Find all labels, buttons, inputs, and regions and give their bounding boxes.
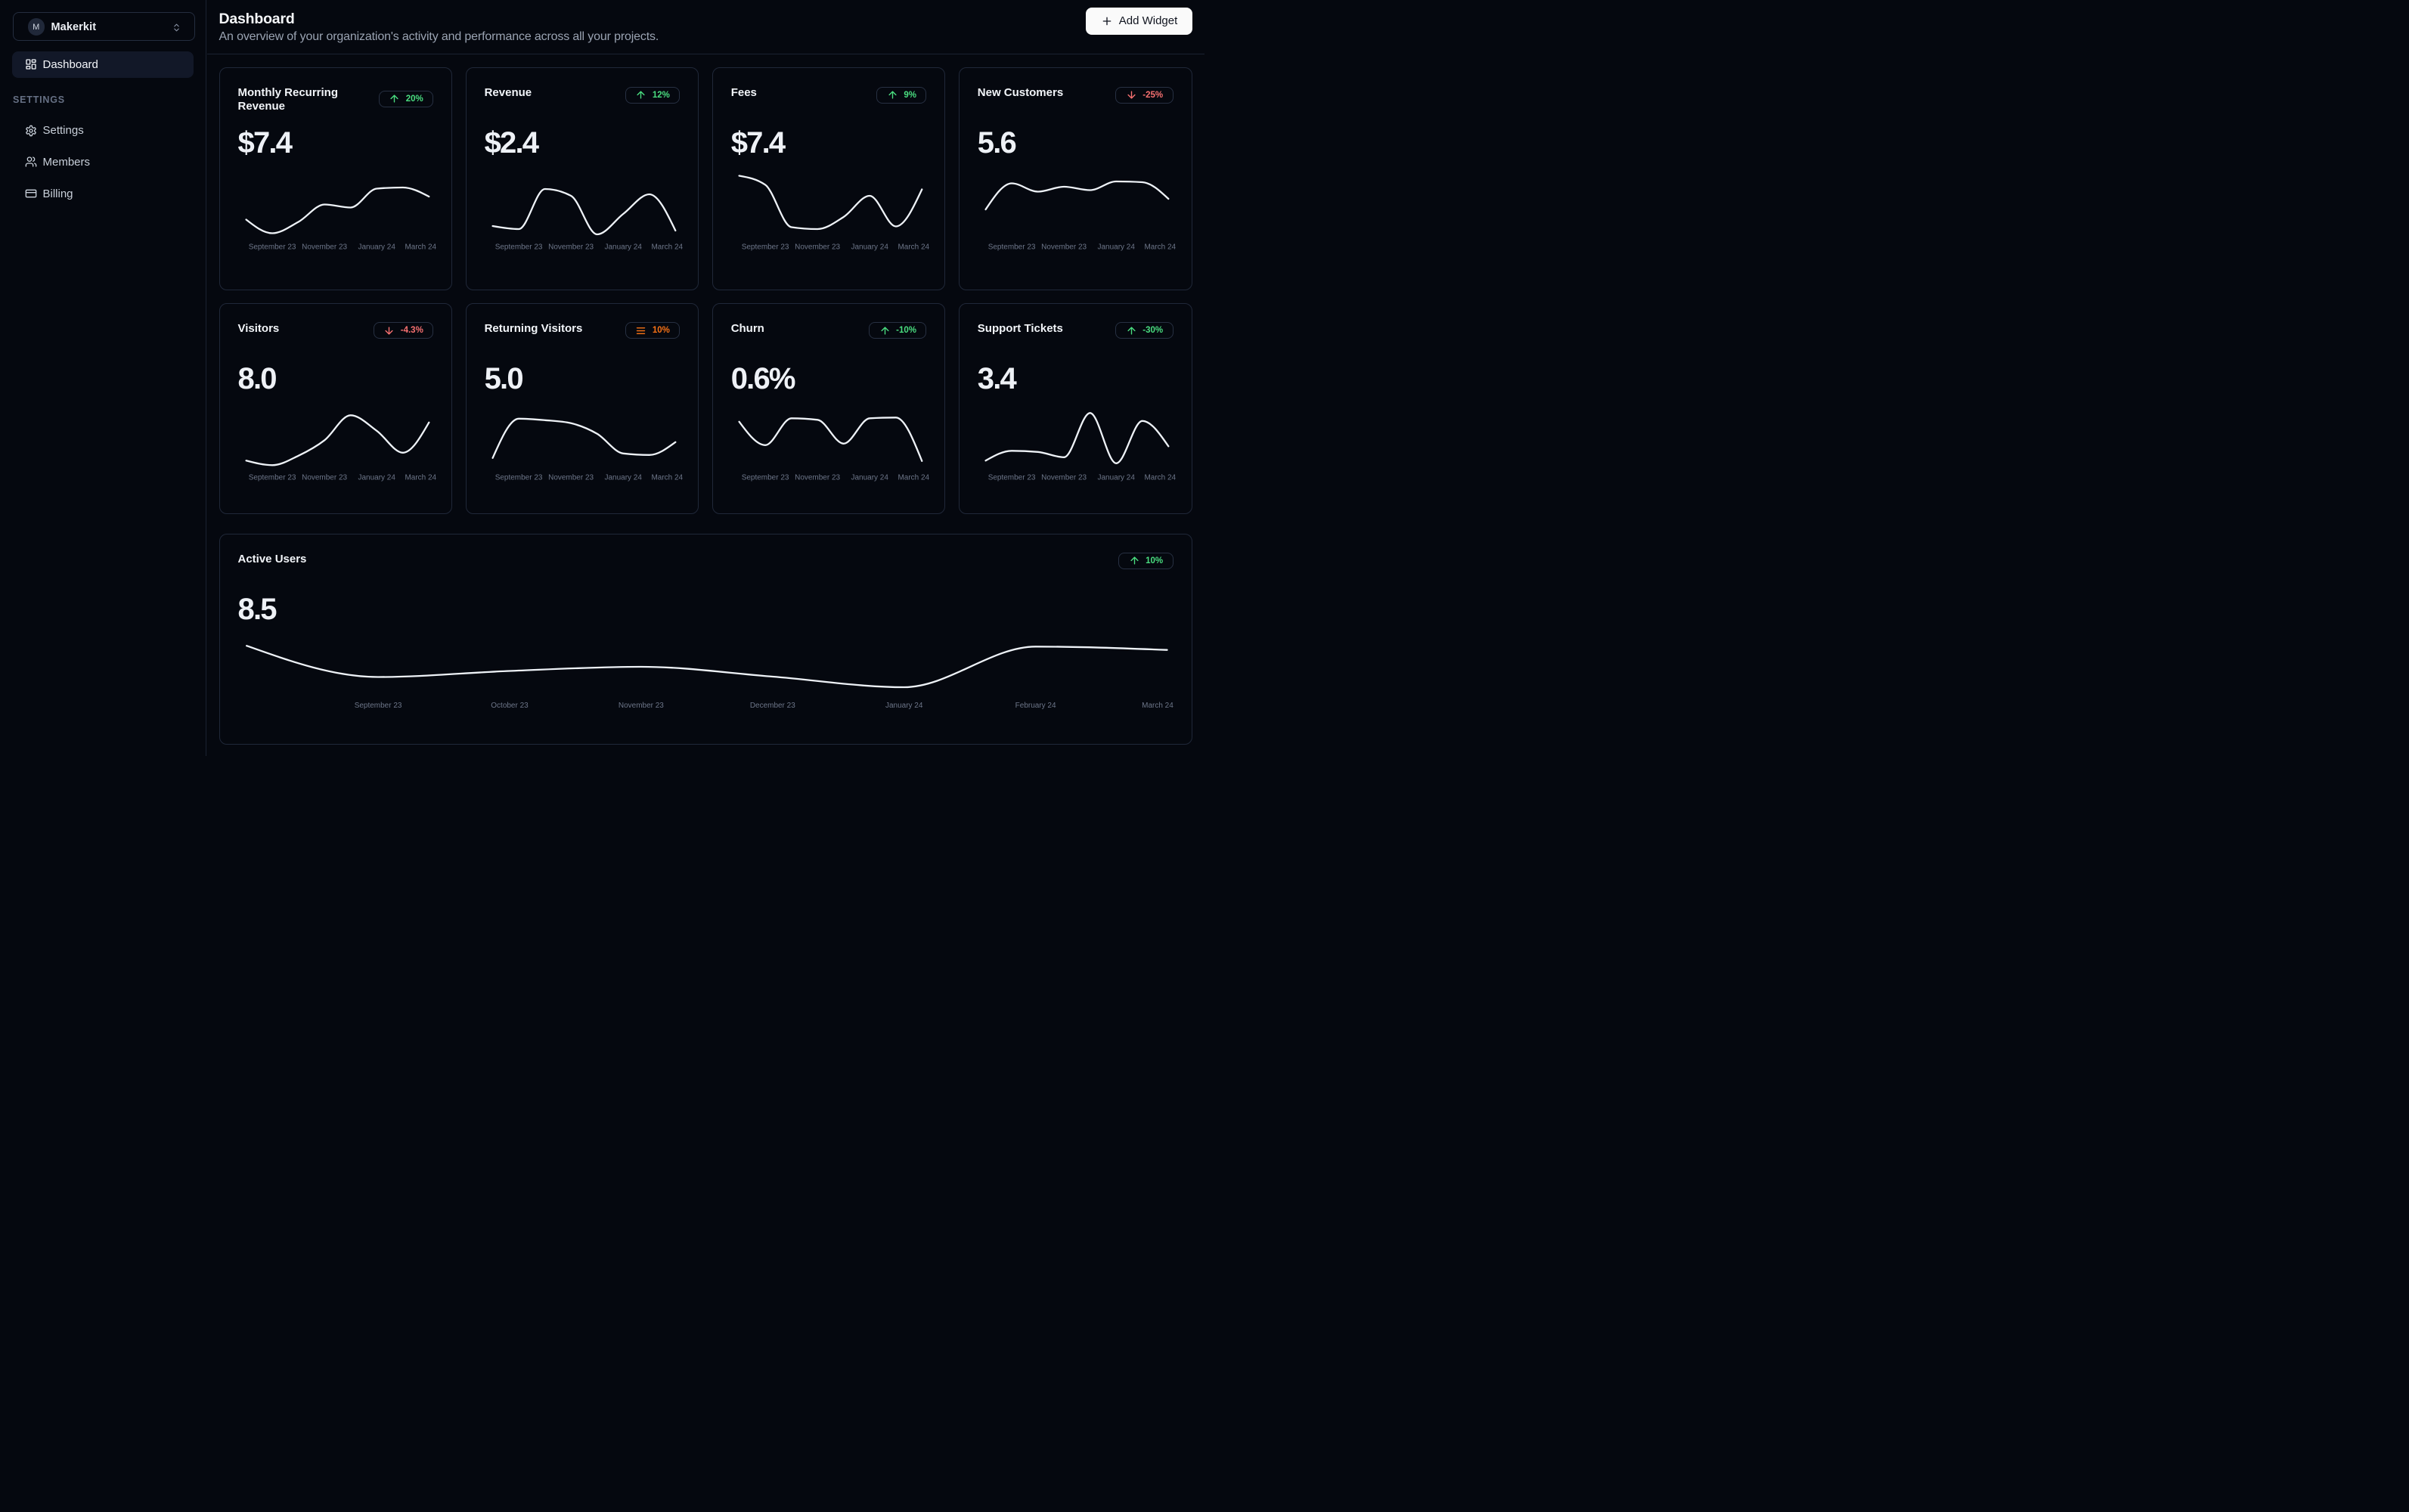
svg-text:November 23: November 23 <box>1041 473 1087 482</box>
svg-text:March 24: March 24 <box>651 243 683 252</box>
svg-text:January 24: January 24 <box>604 473 642 482</box>
svg-text:March 24: March 24 <box>405 243 436 252</box>
svg-text:December 23: December 23 <box>749 701 795 709</box>
svg-text:March 24: March 24 <box>1142 701 1173 709</box>
svg-text:September 23: September 23 <box>248 243 296 252</box>
svg-text:September 23: September 23 <box>741 243 789 252</box>
svg-text:September 23: September 23 <box>354 701 402 709</box>
svg-text:January 24: January 24 <box>885 701 922 709</box>
svg-text:October 23: October 23 <box>491 701 529 709</box>
svg-text:January 24: January 24 <box>358 243 395 252</box>
svg-text:November 23: November 23 <box>302 473 347 482</box>
svg-text:September 23: September 23 <box>988 473 1036 482</box>
svg-text:November 23: November 23 <box>1041 243 1087 252</box>
svg-text:September 23: September 23 <box>495 473 542 482</box>
svg-text:November 23: November 23 <box>795 473 840 482</box>
svg-text:November 23: November 23 <box>548 473 594 482</box>
svg-text:March 24: March 24 <box>1144 243 1176 252</box>
svg-text:March 24: March 24 <box>405 473 436 482</box>
svg-text:January 24: January 24 <box>851 243 888 252</box>
svg-text:November 23: November 23 <box>302 243 347 252</box>
svg-text:February 24: February 24 <box>1015 701 1056 709</box>
svg-text:March 24: March 24 <box>1144 473 1176 482</box>
svg-text:November 23: November 23 <box>795 243 840 252</box>
svg-text:January 24: January 24 <box>604 243 642 252</box>
svg-text:November 23: November 23 <box>548 243 594 252</box>
svg-text:September 23: September 23 <box>495 243 542 252</box>
svg-text:September 23: September 23 <box>248 473 296 482</box>
svg-text:March 24: March 24 <box>898 473 929 482</box>
svg-text:January 24: January 24 <box>851 473 888 482</box>
svg-text:September 23: September 23 <box>741 473 789 482</box>
svg-text:January 24: January 24 <box>1097 243 1135 252</box>
svg-text:March 24: March 24 <box>651 473 683 482</box>
svg-text:January 24: January 24 <box>358 473 395 482</box>
svg-text:November 23: November 23 <box>618 701 663 709</box>
svg-text:September 23: September 23 <box>988 243 1036 252</box>
svg-text:January 24: January 24 <box>1097 473 1135 482</box>
svg-text:March 24: March 24 <box>898 243 929 252</box>
